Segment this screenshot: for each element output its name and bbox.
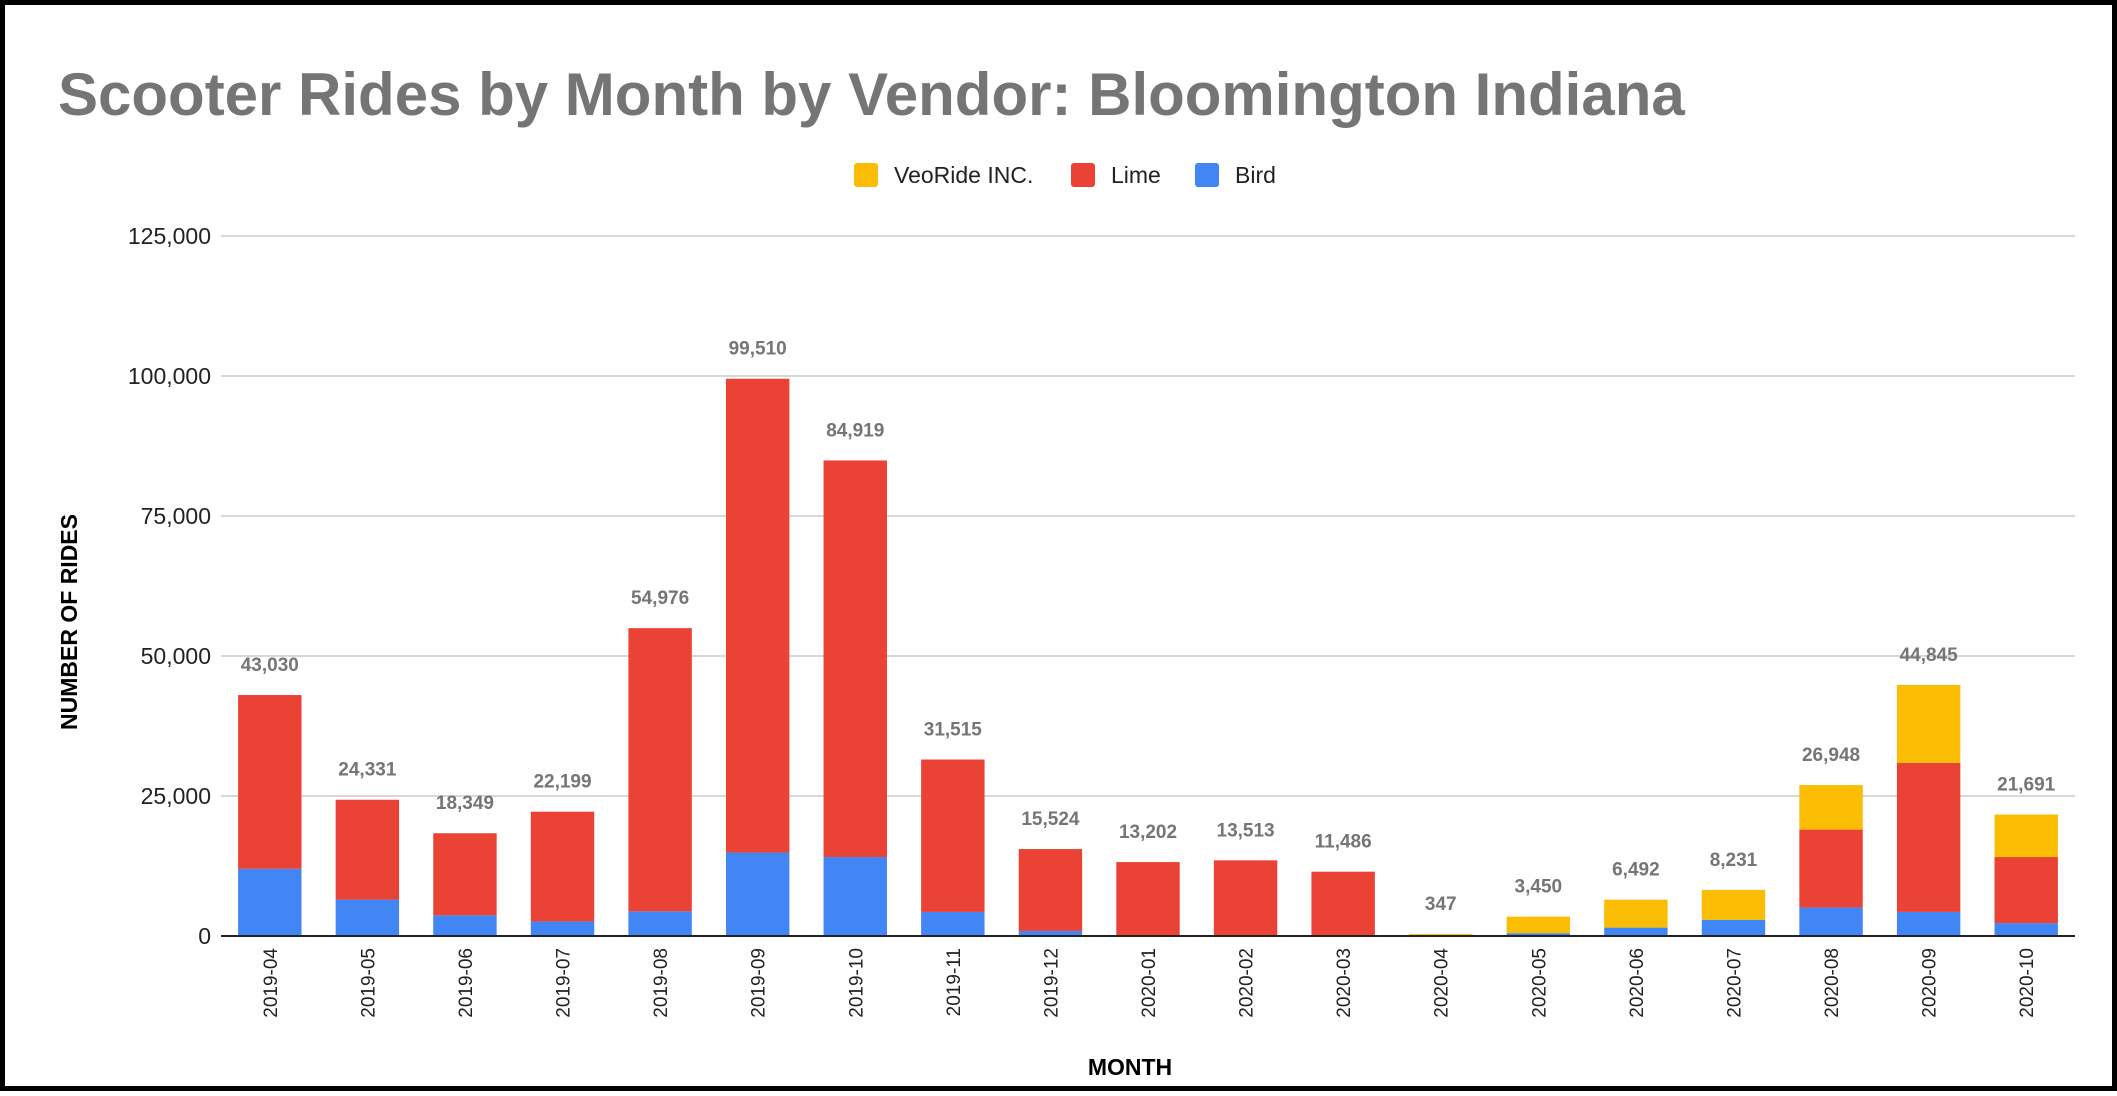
bar-lime-2020-08 <box>1799 829 1863 908</box>
bar-lime-2019-10 <box>823 460 887 858</box>
bar-veoride-inc-2020-08 <box>1799 785 1863 830</box>
legend-swatch-lime <box>1071 163 1095 187</box>
legend: VeoRide INC. Lime Bird <box>854 162 1276 188</box>
x-tick-label: 2019-12 <box>1041 948 1062 1018</box>
x-tick-label: 2020-03 <box>1334 948 1355 1018</box>
total-label-2020-09: 44,845 <box>1900 645 1959 666</box>
bar-bird-2019-05 <box>335 899 400 936</box>
y-tick-label: 25,000 <box>141 783 211 809</box>
x-axis-title: MONTH <box>1088 1054 1172 1080</box>
legend-swatch-bird <box>1195 163 1219 187</box>
bar-lime-2020-09 <box>1896 762 1961 912</box>
x-tick-label: 2019-04 <box>261 948 282 1018</box>
total-label-2019-08: 54,976 <box>631 588 689 609</box>
y-tick-label: 125,000 <box>128 223 211 249</box>
bar-bird-2019-11 <box>921 911 985 936</box>
bar-lime-2019-05 <box>335 799 400 900</box>
bar-lime-2019-08 <box>628 628 692 912</box>
bar-lime-2020-02 <box>1213 860 1278 936</box>
y-axis-ticks: 0 25,000 50,000 75,000 100,000 125,000 <box>128 223 211 949</box>
y-tick-label: 75,000 <box>141 503 211 529</box>
bar-lime-2020-03 <box>1311 871 1375 936</box>
data-labels: 43,030 24,331 18,349 22,199 54,976 99,510 84,9… <box>241 339 2056 915</box>
bar-lime-2020-01 <box>1116 862 1180 936</box>
legend-label-veoride-inc: VeoRide INC. <box>894 162 1033 188</box>
bar-bird-2019-12 <box>1018 930 1083 936</box>
x-tick-label: 2019-06 <box>456 948 477 1018</box>
bar-lime-2019-07 <box>530 811 595 922</box>
legend-swatch-veoride-inc <box>854 163 878 187</box>
total-label-2020-10: 21,691 <box>1997 775 2056 796</box>
total-label-2020-05: 3,450 <box>1515 877 1563 898</box>
total-label-2020-06: 6,492 <box>1612 860 1660 881</box>
bar-bird-2019-09 <box>725 852 790 936</box>
bar-veoride-inc-2020-07 <box>1701 889 1766 920</box>
total-label-2020-01: 13,202 <box>1119 822 1177 843</box>
bars <box>238 378 2058 936</box>
x-tick-label: 2020-06 <box>1627 948 1648 1018</box>
x-tick-label: 2019-10 <box>846 948 867 1018</box>
bar-bird-2020-07 <box>1701 919 1766 936</box>
total-label-2019-04: 43,030 <box>241 655 299 676</box>
bar-lime-2019-06 <box>433 833 497 916</box>
bar-bird-2020-06 <box>1604 927 1668 936</box>
bar-bird-2019-08 <box>628 911 692 936</box>
x-tick-label: 2019-09 <box>749 948 770 1018</box>
total-label-2020-04: 347 <box>1425 894 1457 915</box>
x-tick-label: 2019-08 <box>651 948 672 1018</box>
total-label-2019-10: 84,919 <box>826 420 884 441</box>
bar-bird-2020-10 <box>1994 923 2058 936</box>
x-tick-label: 2020-10 <box>2017 948 2038 1018</box>
bar-lime-2019-12 <box>1018 849 1083 931</box>
chart-title: Scooter Rides by Month by Vendor: Bloomi… <box>58 61 1685 128</box>
y-tick-label: 50,000 <box>141 643 211 669</box>
bar-bird-2020-09 <box>1896 911 1961 936</box>
y-tick-label: 100,000 <box>128 363 211 389</box>
bar-lime-2019-09 <box>725 378 790 853</box>
total-label-2019-09: 99,510 <box>729 339 787 360</box>
total-label-2020-03: 11,486 <box>1315 832 1372 853</box>
bar-bird-2019-04 <box>238 868 302 936</box>
bar-bird-2020-08 <box>1799 907 1863 936</box>
bar-lime-2019-04 <box>238 695 302 869</box>
bar-bird-2019-07 <box>530 921 595 936</box>
x-tick-label: 2020-04 <box>1432 948 1453 1018</box>
stacked-bar-chart: Scooter Rides by Month by Vendor: Bloomi… <box>56 61 2075 1080</box>
x-axis-ticks: 2019-04 2019-05 2019-06 2019-07 2019-08 2019-… <box>261 948 2038 1018</box>
total-label-2019-05: 24,331 <box>338 760 397 781</box>
bar-bird-2019-10 <box>823 857 887 936</box>
x-tick-label: 2019-07 <box>554 948 575 1018</box>
bar-bird-2019-06 <box>433 915 497 936</box>
x-tick-label: 2020-05 <box>1529 948 1550 1018</box>
gridlines <box>221 235 2075 797</box>
total-label-2019-07: 22,199 <box>533 772 591 793</box>
total-label-2020-07: 8,231 <box>1710 850 1758 871</box>
total-label-2019-06: 18,349 <box>436 793 494 814</box>
bar-lime-2019-11 <box>921 759 985 912</box>
x-tick-label: 2020-07 <box>1724 948 1745 1018</box>
bar-veoride-inc-2020-06 <box>1604 899 1668 928</box>
x-tick-label: 2020-09 <box>1920 948 1941 1018</box>
x-tick-label: 2020-08 <box>1822 948 1843 1018</box>
x-tick-label: 2020-02 <box>1237 948 1258 1018</box>
y-tick-label: 0 <box>198 923 211 949</box>
total-label-2019-11: 31,515 <box>924 720 983 741</box>
bar-veoride-inc-2020-09 <box>1896 684 1961 763</box>
x-tick-label: 2019-11 <box>944 948 965 1016</box>
bar-veoride-inc-2020-05 <box>1506 916 1571 934</box>
bar-bird-2020-05 <box>1506 933 1571 936</box>
legend-label-lime: Lime <box>1111 162 1161 188</box>
x-tick-label: 2019-05 <box>358 948 379 1018</box>
x-tick-label: 2020-01 <box>1139 948 1160 1018</box>
total-label-2019-12: 15,524 <box>1021 809 1080 830</box>
legend-label-bird: Bird <box>1235 162 1276 188</box>
y-axis-title: NUMBER OF RIDES <box>56 514 82 730</box>
total-label-2020-08: 26,948 <box>1802 745 1860 766</box>
bar-veoride-inc-2020-10 <box>1994 814 2058 858</box>
total-label-2020-02: 13,513 <box>1217 820 1275 841</box>
bar-lime-2020-10 <box>1994 857 2058 924</box>
